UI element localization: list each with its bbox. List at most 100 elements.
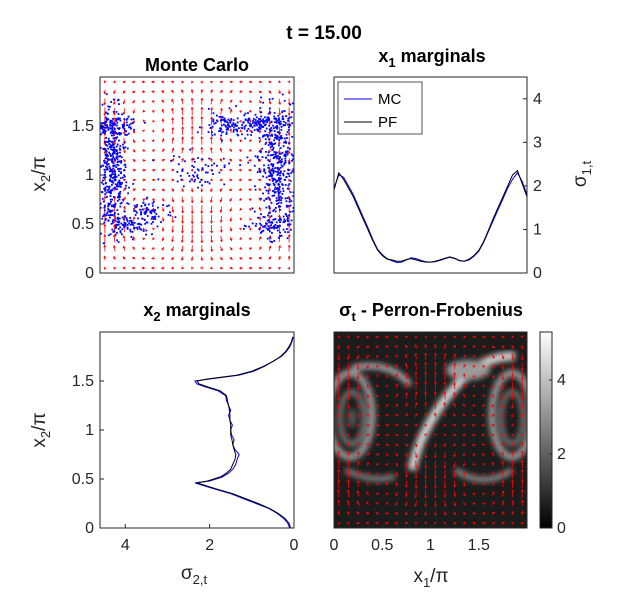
sample-point (280, 136, 282, 139)
field-arrow-head (258, 100, 262, 104)
sample-point (197, 177, 200, 180)
sample-point (114, 175, 117, 178)
legend-pf-label: PF (378, 114, 397, 131)
sample-point (263, 225, 266, 228)
field-arrow-head (161, 198, 165, 202)
sample-point (111, 177, 114, 179)
sample-point (111, 220, 114, 223)
field-arrow-head (482, 463, 486, 466)
sample-point (228, 125, 231, 128)
field-arrow (181, 245, 184, 252)
sample-point (123, 221, 126, 224)
field-arrow-head (122, 235, 126, 239)
sample-point (117, 218, 120, 221)
field-arrow-head (443, 455, 447, 459)
field-arrow-head (405, 454, 408, 458)
sample-point (273, 156, 276, 158)
sample-point (270, 202, 273, 204)
field-arrow-head (482, 335, 486, 339)
field-arrow-head (472, 482, 475, 486)
field-arrow (501, 461, 504, 468)
sample-point (108, 165, 111, 168)
sample-point (110, 176, 112, 178)
x2-marginals-xlabel: σ2,t (181, 563, 208, 587)
field-arrow-head (347, 397, 351, 401)
field-arrow-head (385, 404, 389, 407)
monte-carlo-panel: Monte Carlo 00.511.5 x2/π (29, 55, 295, 282)
field-arrow-head (443, 344, 447, 348)
sample-point (267, 151, 270, 154)
sample-point (278, 139, 280, 141)
field-arrow-head (453, 335, 457, 339)
sample-point (112, 137, 115, 140)
field-arrow-head (249, 80, 253, 84)
field-arrow-head (510, 450, 514, 454)
sample-point (208, 124, 211, 126)
sample-point (125, 130, 128, 133)
x1-marginals-legend: MC PF (337, 81, 423, 135)
sample-point (104, 219, 107, 222)
sample-point (281, 160, 283, 163)
field-arrow-head (491, 433, 495, 437)
field-arrow-head (356, 470, 360, 474)
sample-point (286, 187, 289, 190)
field-arrow-head (209, 210, 213, 214)
sample-point (220, 134, 222, 137)
sample-point (223, 166, 226, 169)
sample-point (279, 172, 282, 174)
sample-point (123, 174, 125, 177)
field-arrow-head (482, 492, 485, 496)
field-arrow-head (510, 406, 514, 410)
sample-point (276, 166, 279, 169)
sample-point (118, 103, 120, 105)
sample-point (146, 215, 149, 217)
sample-point (279, 180, 282, 183)
sample-point (207, 131, 210, 133)
sample-point (112, 110, 115, 113)
field-arrow-head (103, 142, 107, 146)
sample-point (115, 226, 117, 228)
sample-point (291, 111, 293, 113)
sample-point (106, 189, 109, 191)
field-arrow-head (103, 266, 107, 270)
sample-point (267, 116, 270, 119)
sample-point (271, 165, 274, 168)
field-arrow-head (510, 397, 514, 401)
sample-point (114, 173, 117, 176)
field-arrow-head (277, 80, 281, 84)
field-arrow-head (248, 237, 252, 241)
field-arrow-head (395, 493, 398, 497)
sample-point (103, 126, 106, 129)
colorbar-tick-label: 2 (557, 446, 566, 463)
field-arrow (511, 362, 514, 370)
sample-point (285, 142, 287, 144)
field-arrow-head (181, 257, 184, 261)
sample-point (268, 211, 271, 214)
monte-carlo-y-ticks: 00.511.5 (72, 118, 104, 282)
field-arrow-head (200, 80, 203, 84)
sample-point (139, 208, 141, 211)
field-arrow-head (132, 246, 136, 250)
sample-point (235, 105, 238, 107)
sample-point (284, 150, 287, 153)
sample-point (110, 148, 112, 151)
sample-point (103, 140, 106, 143)
sample-point (287, 172, 290, 175)
sample-point (265, 206, 268, 209)
sample-point (115, 150, 118, 153)
sample-point (112, 219, 115, 221)
sample-point (124, 166, 127, 168)
field-arrow-head (424, 380, 428, 384)
sample-point (254, 185, 256, 188)
field-arrow (210, 205, 213, 213)
sample-point (282, 145, 285, 147)
field-arrow-head (171, 137, 175, 141)
field-arrow-head (200, 221, 204, 225)
field-arrow (453, 363, 456, 370)
sample-point (113, 170, 116, 173)
sample-point (279, 166, 282, 169)
sample-point (262, 175, 264, 178)
field-arrow-head (511, 433, 515, 437)
sample-point (276, 157, 278, 160)
sample-point (250, 124, 252, 126)
